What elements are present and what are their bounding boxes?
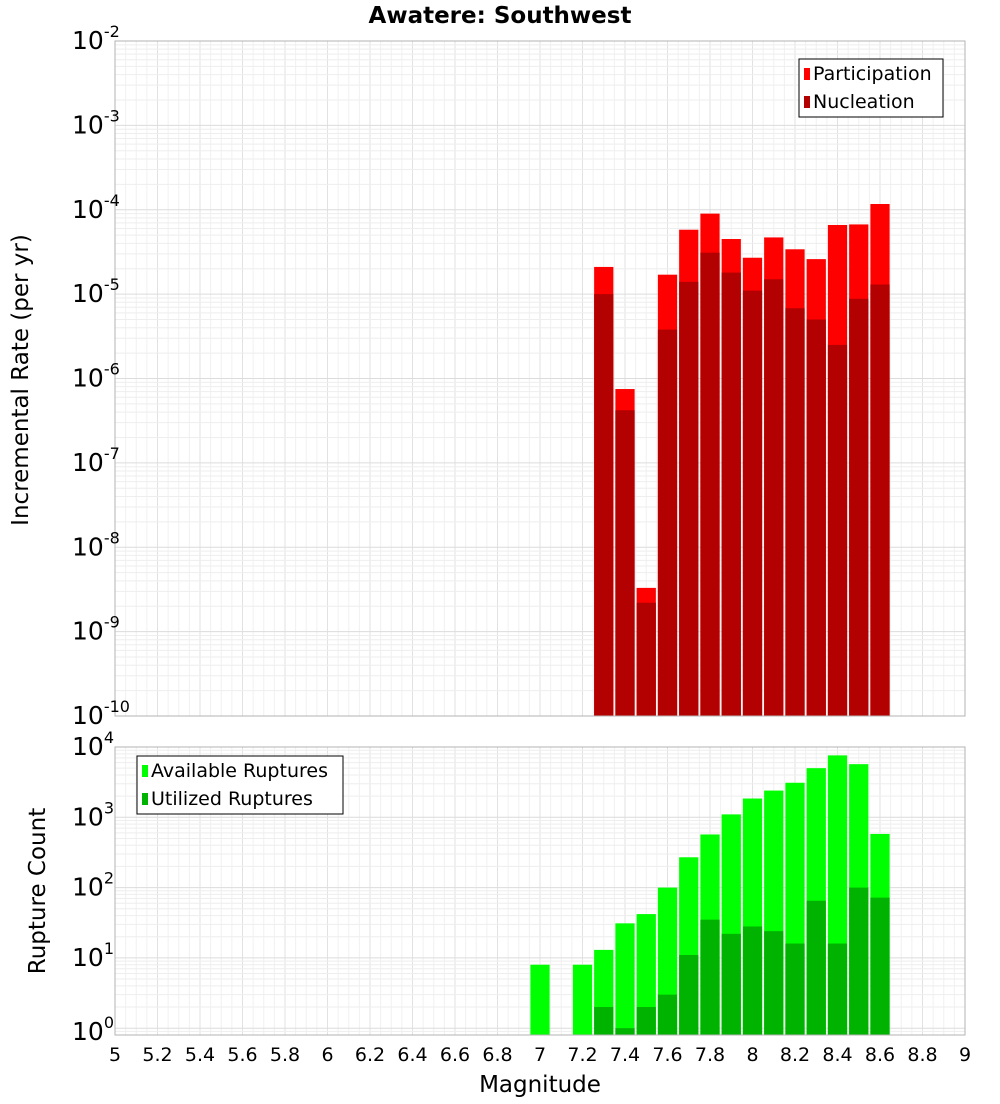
x-tick-label: 8.2 [780, 1044, 810, 1066]
y-tick-label: 102 [72, 869, 114, 902]
bar-overlay-nucleation [594, 294, 614, 716]
x-tick-label: 5 [109, 1044, 121, 1066]
x-tick-label: 6.6 [440, 1044, 470, 1066]
bar-overlay-utilized-ruptures [700, 919, 720, 1035]
x-tick-label: 8.6 [865, 1044, 895, 1066]
y-tick-label: 103 [72, 798, 114, 831]
bar-available-ruptures [615, 923, 635, 1035]
bar-available-ruptures [572, 964, 593, 1035]
plot-frame [114, 40, 966, 717]
x-tick-label: 7.8 [695, 1044, 725, 1066]
bar-overlay-utilized-ruptures [870, 897, 890, 1035]
y-tick-label: 10-7 [72, 444, 120, 477]
bar-overlay-utilized-ruptures [849, 887, 869, 1035]
y-tick-label: 10-5 [72, 275, 120, 308]
legend-label: Nucleation [813, 91, 915, 113]
y-tick-label: 10-6 [72, 360, 120, 393]
bar-available-ruptures [636, 914, 656, 1035]
legend-swatch [804, 96, 810, 108]
legend: Available Ruptures Utilized Ruptures [136, 755, 344, 815]
x-tick-label: 7.2 [567, 1044, 597, 1066]
x-tick-label: 9 [959, 1044, 971, 1066]
legend-label: Participation [813, 63, 932, 85]
y-axis-label: Rupture Count [25, 808, 51, 974]
bar-overlay-nucleation [721, 272, 741, 716]
plot-frame [114, 746, 966, 1036]
bar-overlay-utilized-ruptures [657, 994, 678, 1035]
x-tick-label: 7.6 [652, 1044, 682, 1066]
bar-overlay-utilized-ruptures [764, 931, 784, 1035]
y-axis-label: Incremental Rate (per yr) [8, 234, 34, 526]
legend-label: Available Ruptures [151, 760, 328, 782]
bar-overlay-utilized-ruptures [615, 1028, 635, 1035]
bar-overlay-utilized-ruptures [721, 933, 741, 1035]
y-tick-label: 10-3 [72, 106, 120, 139]
x-tick-label: 7 [534, 1044, 546, 1066]
legend-swatch [804, 68, 810, 80]
bar-overlay-utilized-ruptures [827, 943, 848, 1035]
chart-title: Awatere: Southwest [369, 3, 632, 29]
legend-swatch [142, 765, 148, 777]
y-tick-label: 100 [72, 1013, 114, 1046]
x-tick-label: 8.4 [822, 1044, 852, 1066]
bar-overlay-utilized-ruptures [742, 926, 763, 1035]
y-tick-labels: 100 101 102 103 104 [72, 728, 114, 1046]
bar-overlay-nucleation [700, 252, 720, 716]
y-tick-label: 10-8 [72, 528, 120, 561]
x-tick-label: 5.4 [185, 1044, 215, 1066]
x-tick-label: 6.4 [397, 1044, 427, 1066]
bar-overlay-utilized-ruptures [636, 1007, 656, 1035]
y-tick-label: 10-10 [72, 697, 130, 730]
legend-box [798, 58, 944, 118]
x-tick-label: 6.8 [482, 1044, 512, 1066]
legend-label: Utilized Ruptures [151, 788, 313, 810]
bar-overlay-utilized-ruptures [785, 943, 805, 1035]
bar-overlay-utilized-ruptures [806, 900, 826, 1035]
x-tick-label: 6.2 [355, 1044, 385, 1066]
bar-overlay-nucleation [615, 410, 635, 716]
x-tick-label: 5.8 [270, 1044, 300, 1066]
x-tick-labels: 5 5.2 5.4 5.6 5.8 6 6.2 6.4 6.6 6.8 7 7.2 7.4 7.6 7.8 8… [109, 1044, 971, 1066]
y-tick-label: 10-4 [72, 191, 120, 224]
y-tick-label: 101 [72, 939, 114, 972]
bar-overlay-nucleation [679, 281, 699, 716]
bar-overlay-nucleation [827, 344, 848, 716]
bar-overlay-nucleation [657, 329, 678, 716]
top-panel: 10-10 10-9 10-8 10-7 10-6 10-5 10-4 10-3 10-2 Inc… [8, 22, 966, 730]
bar-overlay-nucleation [849, 298, 869, 716]
x-tick-label: 7.4 [610, 1044, 640, 1066]
y-tick-label: 10-2 [72, 22, 120, 55]
x-tick-label: 8.8 [907, 1044, 937, 1066]
x-tick-label: 8 [746, 1044, 758, 1066]
x-tick-label: 5.2 [142, 1044, 172, 1066]
legend: Participation Nucleation [798, 58, 944, 118]
bar-overlay-utilized-ruptures [679, 954, 699, 1035]
y-tick-label: 104 [72, 728, 114, 761]
bars [530, 755, 890, 1035]
bars [594, 203, 890, 717]
x-tick-label: 5.6 [227, 1044, 257, 1066]
legend-box [136, 755, 344, 815]
grid [114, 40, 966, 717]
y-tick-labels: 10-10 10-9 10-8 10-7 10-6 10-5 10-4 10-3 10-2 [72, 22, 130, 730]
bar-overlay-nucleation [870, 284, 890, 716]
bottom-panel: 100 101 102 103 104 Rupture Count Available Ru… [25, 728, 966, 1046]
x-tick-label: 6 [321, 1044, 333, 1066]
bar-overlay-nucleation [636, 602, 656, 716]
bar-overlay-nucleation [785, 308, 805, 716]
bar-available-ruptures [530, 964, 550, 1035]
bar-overlay-nucleation [764, 279, 784, 716]
bar-overlay-nucleation [742, 290, 763, 716]
bar-overlay-nucleation [806, 319, 826, 716]
bar-overlay-utilized-ruptures [594, 1007, 614, 1035]
x-axis-label: Magnitude [479, 1072, 601, 1098]
y-tick-label: 10-9 [72, 613, 120, 646]
legend-swatch [142, 793, 148, 805]
